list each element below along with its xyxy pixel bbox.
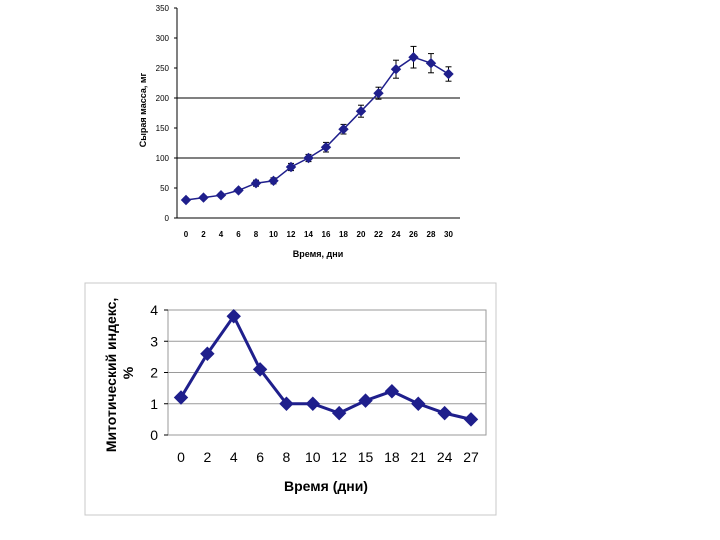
chart1-y-tick-label: 50 (160, 184, 169, 193)
chart2-y-tick-label: 1 (150, 396, 158, 412)
chart2-point (463, 412, 479, 427)
chart1-y-axis-label: Сырая масса, мг (138, 72, 148, 147)
chart2-y-tick-labels: 0 1 2 3 4 (150, 302, 158, 443)
chart2-point (173, 390, 189, 405)
chart1-points (180, 51, 454, 206)
chart2-x-tick-label: 21 (410, 449, 426, 465)
chart1-x-axis-label: Время, дни (293, 249, 343, 259)
chart1-x-tick-label: 2 (201, 230, 206, 239)
chart1-y-tick-label: 0 (165, 214, 170, 223)
chart1-point (180, 194, 192, 206)
chart1-y-tick-label: 350 (156, 4, 170, 13)
chart1-x-tick-label: 26 (409, 230, 418, 239)
chart2-x-tick-label: 6 (256, 449, 264, 465)
chart2-gridlines (164, 309, 486, 436)
chart1-x-tick-label: 18 (339, 230, 348, 239)
chart1-point (443, 68, 454, 80)
chart1-point (233, 185, 244, 196)
chart2-point (384, 384, 400, 399)
chart1-point (285, 161, 297, 173)
chart1-point (268, 175, 279, 187)
chart1-point (215, 189, 227, 201)
chart2-point (200, 346, 215, 361)
chart1-y-tick-label: 300 (156, 34, 170, 43)
chart1-point (408, 51, 419, 63)
chart1-point (373, 87, 384, 99)
chart1-y-tick-label: 150 (156, 124, 170, 133)
chart1-gridlines (177, 97, 460, 159)
chart1-x-tick-label: 14 (304, 230, 313, 239)
chart1-y-tick-labels: 0 50 100 150 200 250 300 350 (156, 4, 170, 223)
chart1-point (425, 57, 437, 69)
chart2-y-axis-label-line2: % (120, 366, 136, 379)
chart1-x-tick-label: 28 (427, 230, 436, 239)
chart2-x-tick-label: 10 (305, 449, 321, 465)
chart1-x-tick-label: 24 (392, 230, 401, 239)
chart1-point (320, 141, 332, 153)
chart2-x-tick-label: 8 (283, 449, 291, 465)
chart2-x-axis-label: Время (дни) (284, 478, 368, 494)
chart2-x-tick-label: 18 (384, 449, 400, 465)
chart2-point (358, 393, 373, 408)
chart2-x-tick-label: 12 (331, 449, 347, 465)
chart1-x-tick-label: 12 (287, 230, 296, 239)
chart1-x-tick-label: 16 (322, 230, 331, 239)
chart2-point (437, 405, 452, 421)
chart1-series-line (185, 56, 449, 201)
chart2-y-tick-label: 4 (150, 302, 158, 318)
chart1-x-tick-label: 20 (357, 230, 366, 239)
chart2-point (305, 396, 321, 411)
chart1-x-tick-labels: 0 2 4 6 8 10 12 14 16 18 20 22 24 26 28 30 (184, 230, 454, 239)
chart2-x-tick-label: 4 (230, 449, 238, 465)
chart1-error-bars (183, 45, 452, 203)
chart2-points (173, 309, 479, 427)
chart2-x-tick-label: 0 (177, 449, 185, 465)
chart1-x-tick-label: 6 (236, 230, 241, 239)
chart1-y-tick-label: 100 (156, 154, 170, 163)
chart1-axes (174, 7, 460, 219)
chart2-y-tick-label: 2 (150, 365, 158, 381)
chart2-y-axis-label: Митотический индекс, % (103, 294, 136, 452)
chart1-line (185, 56, 449, 201)
chart2-x-tick-labels: 0 2 4 6 8 10 12 15 18 21 24 27 (177, 449, 479, 465)
chart1-y-tick-label: 200 (156, 94, 170, 103)
chart1-y-tick-label: 250 (156, 64, 170, 73)
chart1-point (198, 192, 209, 203)
chart2-x-tick-label: 15 (358, 449, 374, 465)
chart2-x-tick-label: 2 (203, 449, 211, 465)
chart2-point (226, 309, 241, 324)
chart2-x-tick-label: 27 (463, 449, 479, 465)
chart1-x-tick-label: 22 (374, 230, 383, 239)
chart1-x-tick-label: 30 (444, 230, 453, 239)
chart2-y-axis-label-line1: Митотический индекс, (103, 298, 119, 452)
chart1-x-tick-label: 0 (184, 230, 189, 239)
chart1-point (355, 105, 367, 117)
chart2-point (252, 362, 268, 377)
chart2-point (331, 405, 347, 421)
chart1-point (250, 177, 262, 189)
chart2-point (411, 396, 426, 411)
chart1-point (390, 63, 402, 75)
chart1-x-tick-label: 8 (254, 230, 259, 239)
chart2-y-tick-label: 0 (150, 427, 158, 443)
chart1-point (303, 152, 314, 164)
chart2-point (279, 396, 294, 411)
chart1-point (338, 123, 349, 135)
chart1-x-tick-label: 4 (219, 230, 224, 239)
chart2-x-tick-label: 24 (437, 449, 453, 465)
chart1-x-tick-label: 10 (269, 230, 278, 239)
chart2-y-tick-label: 3 (150, 333, 158, 349)
